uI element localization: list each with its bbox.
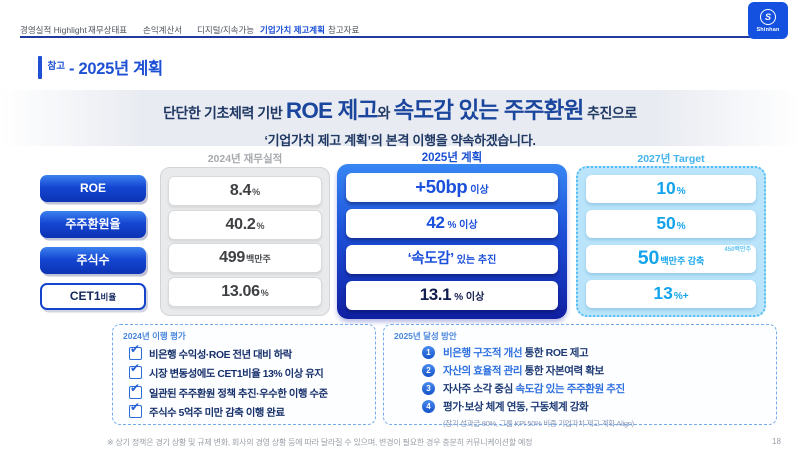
cell-2027-roe: 10%	[586, 175, 756, 203]
column-2027-target: 10% 50% 450백만주 50백만주 감축 13%+	[576, 166, 766, 317]
plan-item: 3 자사주 소각 중심 속도감 있는 주주환원 추진	[422, 382, 776, 396]
column-header-2025: 2025년 계획	[421, 152, 483, 164]
headline-line2: ‘기업가치 제고 계획’의 본격 이행을 약속하겠습니다.	[264, 133, 536, 148]
column-header-2027: 2027년 Target	[637, 153, 705, 165]
plan-subnote: (장기 성과급 80%, 그룹 KPI 50% 비중 기업가치 제고 계획 Al…	[443, 419, 634, 428]
nav-underline	[20, 36, 763, 38]
checkmark-icon: ✔	[129, 401, 142, 418]
title-main: - 2025년 계획	[68, 60, 163, 78]
cell-2027-return: 50%	[586, 210, 756, 238]
headline-text: 단단한 기초체력 기반	[163, 105, 286, 121]
check-item: ✔ 비은행 수익성·ROE 전년 대비 하락	[129, 341, 292, 361]
cell-2025-cet1: 13.1% 이상	[346, 281, 558, 310]
title-accent-bar	[38, 56, 42, 79]
cell-2024-roe: 8.4%	[168, 176, 322, 206]
plan-box-title: 2025년 달성 방안	[394, 331, 457, 341]
check-item: ✔ 일관된 주주환원 정책 추진·우수한 이행 수준	[129, 380, 328, 400]
metric-label-cet1: CET1비율	[40, 283, 146, 310]
title-prefix: 참고	[47, 61, 65, 72]
headline-text: 추진으로	[583, 105, 637, 121]
column-header-2024: 2024년 재무실적	[207, 153, 283, 165]
page-title: 참고 - 2025년 계획	[38, 56, 163, 79]
metric-label-shareholder-return: 주주환원율	[40, 211, 146, 238]
headline-text: 와	[377, 105, 394, 121]
cell-2024-return: 40.2%	[168, 209, 322, 240]
nav-tab-highlight[interactable]: 경영실적 Highlight	[20, 25, 87, 35]
shinhan-symbol-icon: S	[760, 8, 776, 25]
column-2024-results: 8.4% 40.2% 499백만주 13.06%	[160, 167, 330, 316]
share-target-note: 450백만주	[724, 247, 751, 253]
metric-label-share-count: 주식수	[40, 247, 146, 274]
cell-2024-shares: 499백만주	[168, 243, 322, 274]
number-badge-icon: 1	[422, 346, 435, 360]
check-item: ✔ 시장 변동성에도 CET1비율 13% 이상 유지	[129, 361, 324, 380]
column-2025-plan: +50bp 이상 42% 이상 ‘속도감’ 있는 추진 13.1% 이상	[337, 164, 567, 319]
cell-2027-shares: 450백만주 50백만주 감축	[586, 245, 756, 273]
checkmark-icon: ✔	[129, 362, 142, 379]
cell-2027-cet1: 13%+	[586, 280, 756, 308]
page-number: 18	[772, 437, 781, 446]
nav-tab-appendix[interactable]: 참고자료	[328, 25, 360, 35]
plan-item: 1 비은행 구조적 개선 통한 ROE 제고	[422, 346, 776, 360]
plan-item: 4 평가·보상 체계 연동, 구동체계 강화	[422, 400, 776, 414]
shinhan-logo-text: Shinhan	[756, 26, 780, 33]
metric-label-roe: ROE	[40, 175, 146, 202]
checkmark-icon: ✔	[129, 382, 142, 399]
shinhan-logo: S Shinhan	[748, 2, 788, 39]
nav-tab-income[interactable]: 손익계산서	[143, 25, 183, 35]
number-badge-icon: 2	[422, 364, 435, 378]
check-item: ✔ 주식수 5억주 미만 감축 이행 완료	[129, 400, 285, 419]
cell-2025-roe: +50bp 이상	[346, 173, 558, 202]
plan-2025-box: 2025년 달성 방안 1 비은행 구조적 개선 통한 ROE 제고 2 자산의…	[383, 324, 777, 428]
evaluation-2024-box: 2024년 이행 평가 ✔ 비은행 수익성·ROE 전년 대비 하락 ✔ 시장 …	[112, 324, 376, 425]
evaluation-box-title: 2024년 이행 평가	[123, 331, 186, 341]
number-badge-icon: 3	[422, 382, 435, 396]
cell-2024-cet1: 13.06%	[168, 276, 322, 307]
headline-emphasis-roe: ROE 제고	[285, 98, 378, 123]
headline-emphasis-return: 속도감 있는 주주환원	[393, 98, 584, 123]
cell-2025-shares: ‘속도감’ 있는 추진	[346, 245, 558, 274]
nav-tab-balance-sheet[interactable]: 재무상태표	[88, 25, 128, 35]
number-badge-icon: 4	[422, 400, 435, 414]
headline-band: 단단한 기초체력 기반 ROE 제고와 속도감 있는 주주환원 추진으로 ‘기업…	[0, 90, 800, 148]
headline-line1: 단단한 기초체력 기반 ROE 제고와 속도감 있는 주주환원 추진으로	[0, 97, 800, 127]
disclaimer-note: ※ 상기 정책은 경기 상황 및 규제 변화, 회사의 경영 상황 등에 따라 …	[107, 438, 533, 447]
nav-tab-digital-esg[interactable]: 디지털/지속가능	[197, 25, 255, 35]
nav-tab-value-up[interactable]: 기업가치 제고계획	[260, 25, 325, 35]
checkmark-icon: ✔	[129, 343, 142, 360]
plan-item: 2 자산의 효율적 관리 통한 자본여력 확보	[422, 364, 776, 378]
cell-2025-return: 42% 이상	[346, 209, 558, 238]
